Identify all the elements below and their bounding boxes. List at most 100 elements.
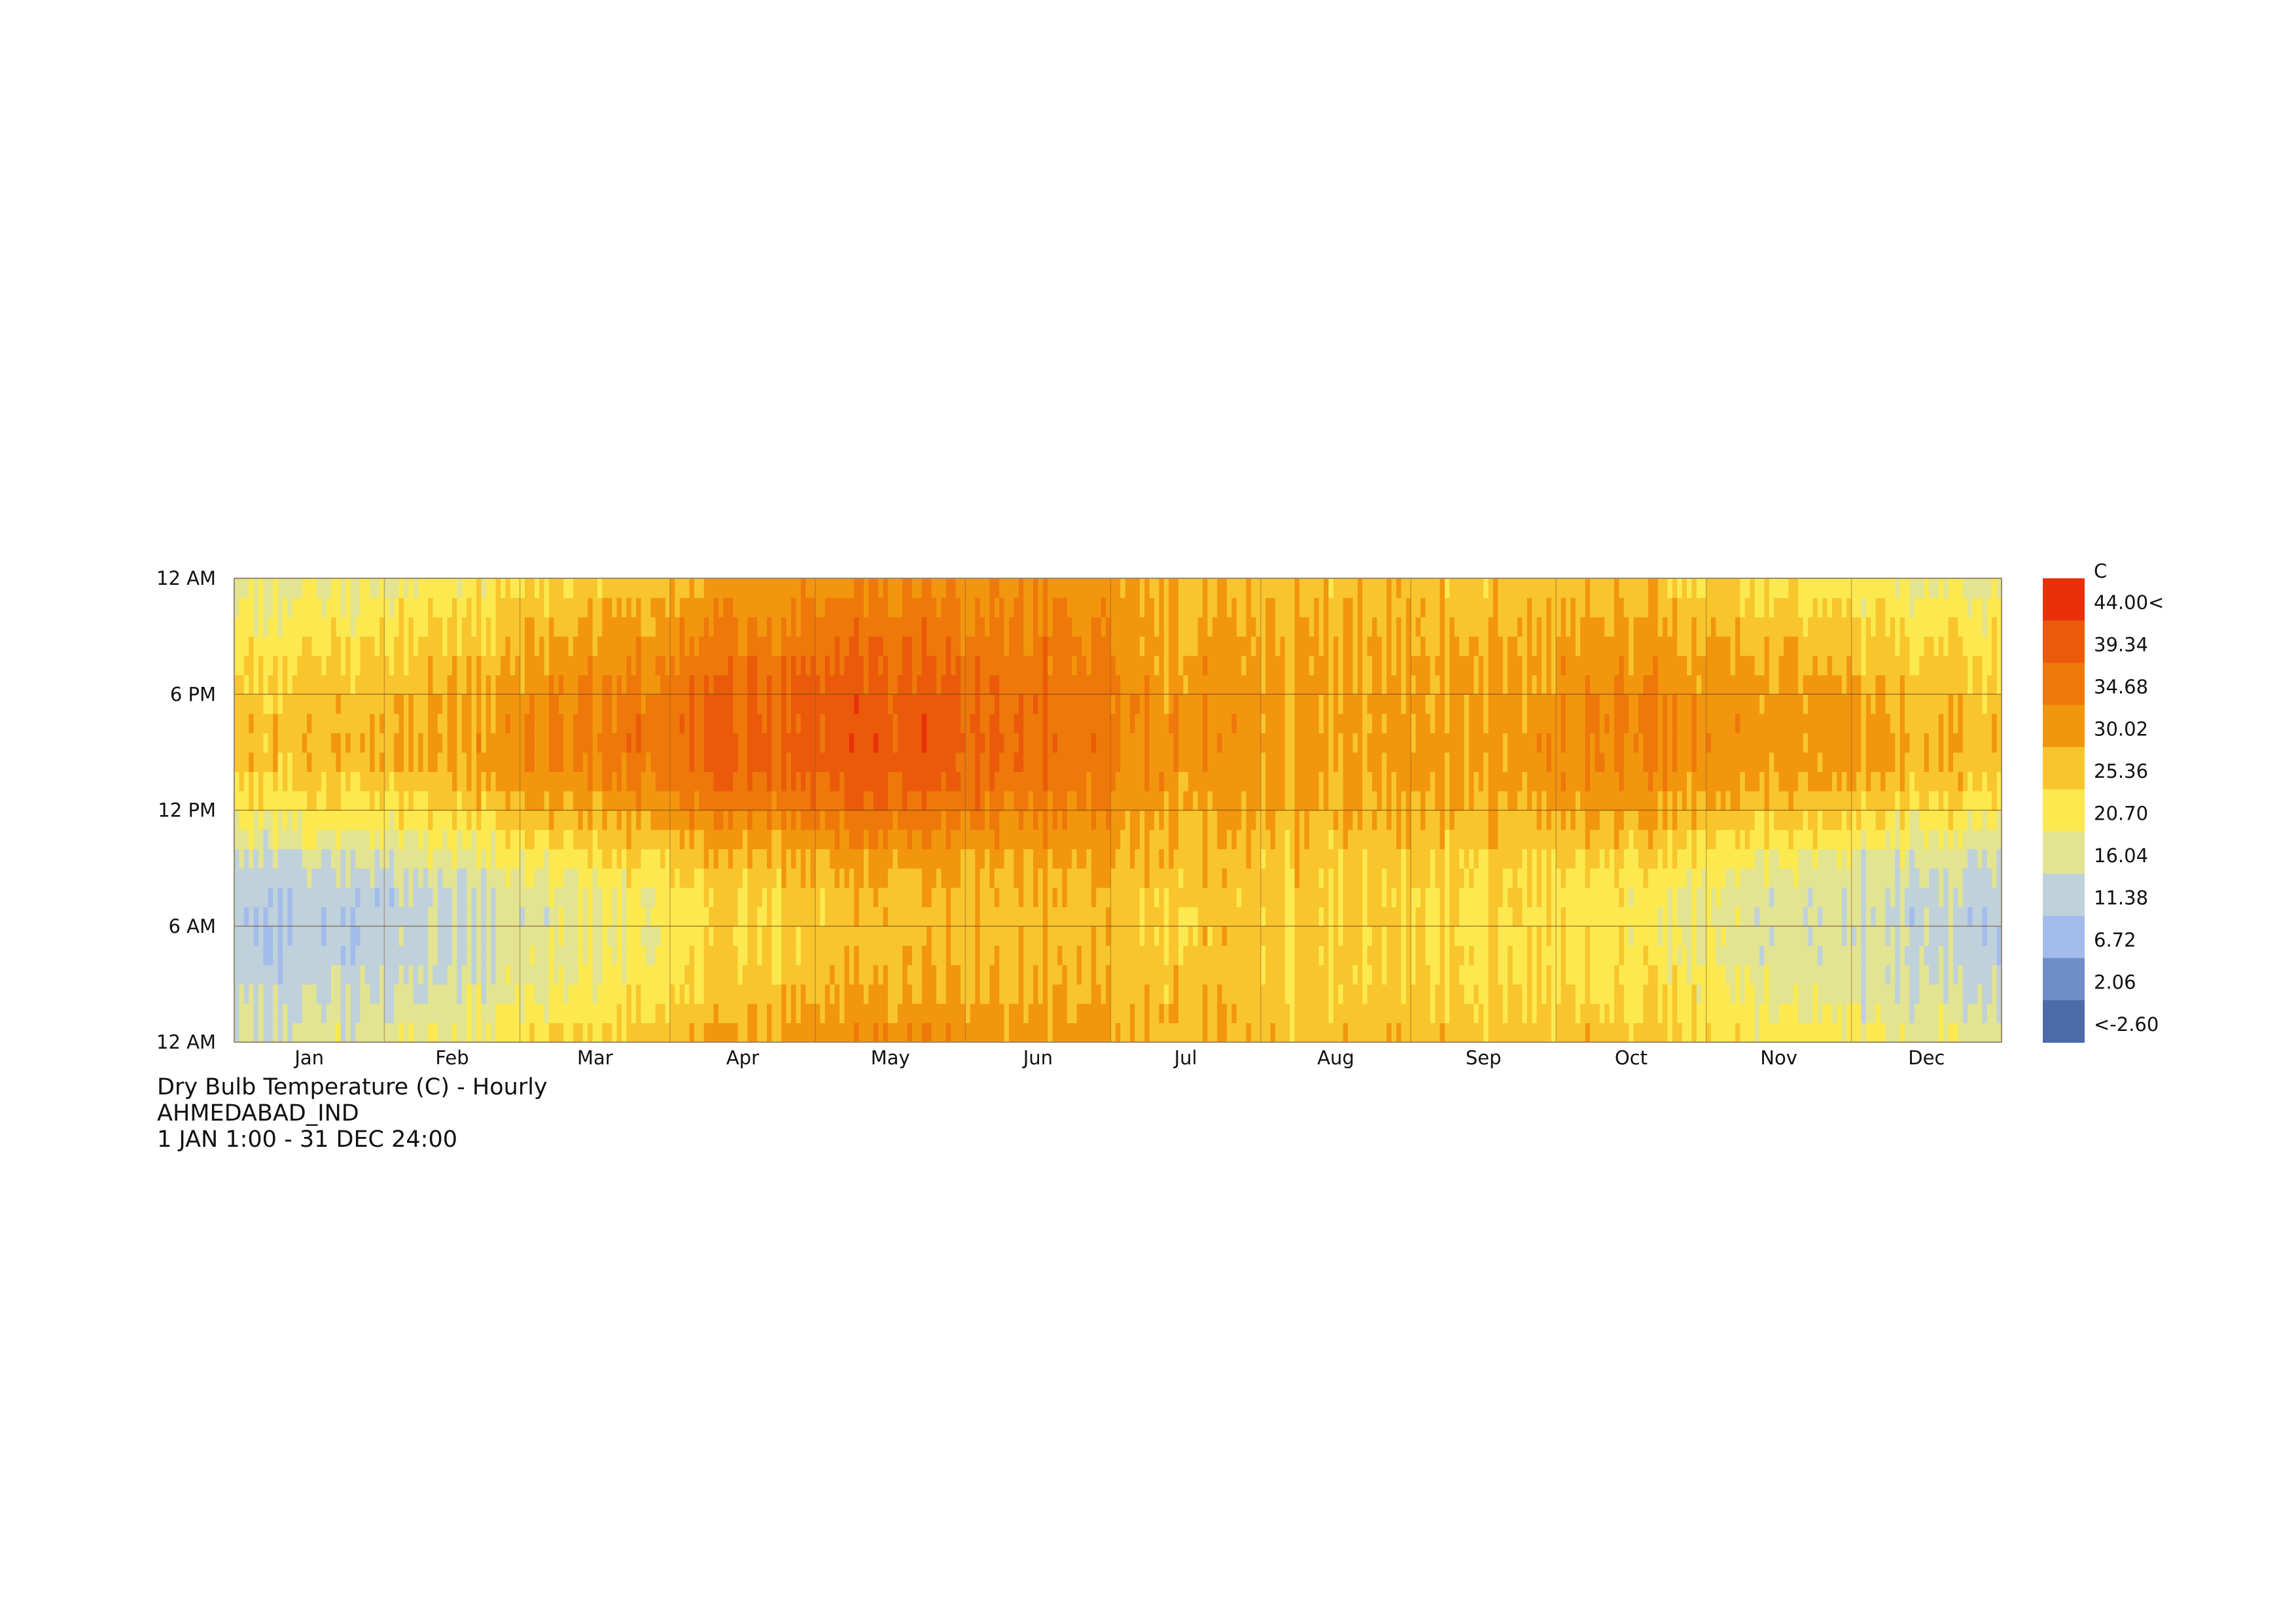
heatmap-cell xyxy=(945,694,951,714)
heatmap-cell xyxy=(830,733,836,753)
heatmap-cell xyxy=(398,694,404,714)
heatmap-cell xyxy=(364,1022,370,1043)
heatmap-cell xyxy=(650,655,656,676)
heatmap-cell xyxy=(622,964,627,985)
heatmap-cell xyxy=(1169,578,1174,599)
heatmap-cell xyxy=(665,655,671,676)
heatmap-cell xyxy=(839,868,845,888)
heatmap-cell xyxy=(650,1003,656,1024)
heatmap-cell xyxy=(461,1003,467,1024)
heatmap-cell xyxy=(1236,848,1242,869)
heatmap-cell xyxy=(800,578,806,599)
heatmap-cell xyxy=(941,694,947,714)
heatmap-cell xyxy=(931,674,937,695)
heatmap-cell xyxy=(961,887,966,907)
heatmap-cell xyxy=(398,597,404,618)
heatmap-cell xyxy=(931,868,937,888)
heatmap-cell xyxy=(268,926,274,946)
heatmap-cell xyxy=(549,771,554,792)
heatmap-cell xyxy=(1004,887,1010,907)
heatmap-cell xyxy=(471,848,477,869)
heatmap-cell xyxy=(1018,1022,1024,1043)
heatmap-cell xyxy=(423,713,429,733)
heatmap-cell xyxy=(626,655,632,676)
heatmap-cell xyxy=(1023,617,1029,637)
heatmap-cell xyxy=(1163,868,1169,888)
heatmap-cell xyxy=(404,887,409,907)
heatmap-cell xyxy=(927,984,932,1004)
heatmap-cell xyxy=(849,1022,855,1043)
heatmap-cell xyxy=(588,733,593,753)
heatmap-cell xyxy=(510,597,516,618)
heatmap-cell xyxy=(404,771,409,792)
heatmap-cell xyxy=(1178,752,1184,773)
heatmap-cell xyxy=(529,790,535,811)
heatmap-cell xyxy=(921,868,927,888)
heatmap-cell xyxy=(1110,829,1116,850)
heatmap-cell xyxy=(1067,733,1072,753)
heatmap-cell xyxy=(326,887,332,907)
heatmap-cell xyxy=(336,752,342,773)
heatmap-cell xyxy=(786,984,792,1004)
heatmap-cell xyxy=(805,907,811,927)
heatmap-cell xyxy=(936,945,942,966)
heatmap-cell xyxy=(476,964,482,985)
heatmap-cell xyxy=(616,771,622,792)
heatmap-cell xyxy=(558,945,564,966)
heatmap-cell xyxy=(1197,578,1203,599)
heatmap-cell xyxy=(374,1022,380,1043)
heatmap-cell xyxy=(287,810,293,830)
heatmap-cell xyxy=(752,907,758,927)
heatmap-cell xyxy=(965,984,971,1004)
heatmap-cell xyxy=(1115,617,1121,637)
heatmap-cell xyxy=(646,984,651,1004)
heatmap-cell xyxy=(452,907,457,927)
heatmap-cell xyxy=(747,868,753,888)
heatmap-cell xyxy=(1018,1003,1024,1024)
heatmap-cell xyxy=(311,887,317,907)
heatmap-cell xyxy=(873,617,879,637)
heatmap-cell xyxy=(539,887,545,907)
heatmap-cell xyxy=(1076,1022,1082,1043)
heatmap-cell xyxy=(796,810,802,830)
heatmap-cell xyxy=(253,945,259,966)
heatmap-cell xyxy=(287,733,293,753)
heatmap-cell xyxy=(1067,752,1072,773)
heatmap-cell xyxy=(927,868,932,888)
heatmap-cell xyxy=(703,945,709,966)
heatmap-cell xyxy=(1231,790,1237,811)
heatmap-cell xyxy=(796,984,802,1004)
heatmap-cell xyxy=(592,752,598,773)
heatmap-cell xyxy=(234,1022,239,1043)
heatmap-cell xyxy=(796,713,802,733)
heatmap-cell xyxy=(723,907,729,927)
heatmap-cell xyxy=(824,790,830,811)
heatmap-cell xyxy=(723,868,729,888)
heatmap-cell xyxy=(582,984,588,1004)
heatmap-cell xyxy=(258,771,264,792)
heatmap-cell xyxy=(486,790,491,811)
heatmap-cell xyxy=(1173,984,1179,1004)
heatmap-cell xyxy=(830,771,836,792)
heatmap-cell xyxy=(505,964,511,985)
heatmap-cell xyxy=(980,810,985,830)
heatmap-cell xyxy=(380,964,385,985)
heatmap-cell xyxy=(796,945,802,966)
heatmap-cell xyxy=(1231,655,1237,676)
heatmap-cell xyxy=(1169,868,1174,888)
heatmap-cell xyxy=(854,790,860,811)
heatmap-cell xyxy=(321,713,327,733)
heatmap-cell xyxy=(442,617,448,637)
heatmap-cell xyxy=(771,984,777,1004)
heatmap-cell xyxy=(239,848,245,869)
heatmap-cell xyxy=(737,907,743,927)
heatmap-cell xyxy=(447,945,453,966)
heatmap-cell xyxy=(961,752,966,773)
heatmap-cell xyxy=(568,694,574,714)
heatmap-cell xyxy=(810,1022,816,1043)
heatmap-cell xyxy=(442,771,448,792)
heatmap-cell xyxy=(355,674,361,695)
heatmap-cell xyxy=(1091,771,1097,792)
heatmap-cell xyxy=(1207,636,1213,656)
heatmap-cell xyxy=(350,907,356,927)
